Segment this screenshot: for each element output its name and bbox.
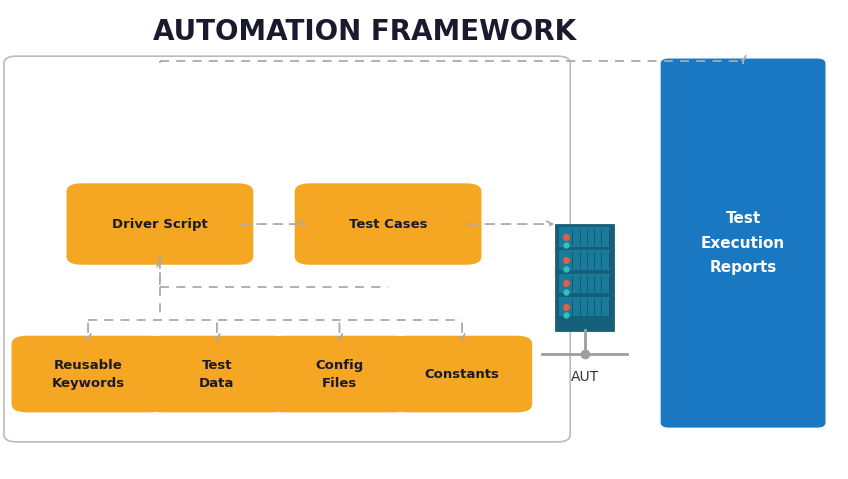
FancyBboxPatch shape [392, 336, 533, 412]
Text: Driver Script: Driver Script [112, 217, 208, 230]
Text: Config
Files: Config Files [315, 359, 364, 389]
Text: Test
Execution
Reports: Test Execution Reports [701, 211, 785, 275]
Text: AUT: AUT [571, 370, 599, 385]
FancyBboxPatch shape [4, 56, 570, 442]
FancyBboxPatch shape [559, 297, 611, 317]
Text: Constants: Constants [425, 367, 499, 380]
FancyBboxPatch shape [66, 183, 254, 265]
FancyBboxPatch shape [147, 336, 287, 412]
Text: Test Cases: Test Cases [349, 217, 427, 230]
FancyBboxPatch shape [295, 183, 482, 265]
Text: AUTOMATION FRAMEWORK: AUTOMATION FRAMEWORK [153, 18, 577, 46]
Text: Test
Data: Test Data [199, 359, 235, 389]
FancyBboxPatch shape [661, 58, 825, 428]
FancyBboxPatch shape [12, 336, 165, 412]
FancyBboxPatch shape [559, 274, 611, 293]
FancyBboxPatch shape [559, 251, 611, 270]
Text: Reusable
Keywords: Reusable Keywords [52, 359, 125, 389]
FancyBboxPatch shape [555, 224, 614, 331]
FancyBboxPatch shape [270, 336, 410, 412]
FancyBboxPatch shape [559, 227, 611, 247]
